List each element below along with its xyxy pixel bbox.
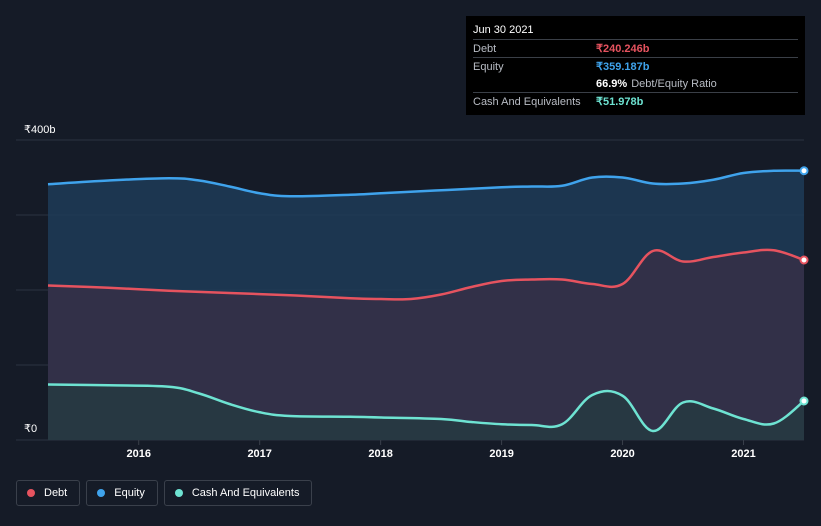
tooltip-debt-value: ₹240.246b: [596, 43, 650, 55]
series-endpoints: [799, 166, 809, 406]
tooltip-debt-row: Debt ₹240.246b: [473, 39, 798, 57]
tooltip-ratio-row: 66.9% Debt/Equity Ratio: [473, 75, 798, 92]
equity-line: [47, 169, 805, 198]
cash-and-equivalents-endpoint: [799, 396, 809, 406]
tooltip-cash-row: Cash And Equivalents ₹51.978b: [473, 92, 798, 110]
tooltip-cash-label: Cash And Equivalents: [473, 95, 581, 108]
x-tick-label: 2018: [368, 448, 392, 460]
cash-and-equivalents-area: [48, 384, 804, 440]
cash-and-equivalents-line: [47, 383, 805, 433]
tooltip-ratio-label: Debt/Equity Ratio: [631, 77, 717, 90]
x-tick-label: 2019: [489, 448, 513, 460]
data-tooltip: Jun 30 2021 Debt ₹240.246b Equity ₹359.1…: [466, 16, 805, 115]
tooltip-date: Jun 30 2021: [473, 24, 534, 36]
equity-dot-icon: [97, 489, 106, 497]
x-tick-label: 2016: [126, 448, 150, 460]
y-axis-top-label: ₹400b: [24, 124, 55, 136]
series-areas: [48, 170, 804, 440]
tooltip-equity-row: Equity ₹359.187b: [473, 57, 798, 75]
legend-equity-label: Equity: [114, 487, 145, 499]
x-tick-label: 2021: [731, 448, 755, 460]
legend-item-cash[interactable]: Cash And Equivalents: [163, 480, 313, 506]
equity-endpoint: [799, 166, 809, 176]
x-axis-ticks: 2016 2017 2018 2019 2020 2021: [126, 440, 756, 460]
y-axis-bottom-label: ₹0: [24, 423, 37, 435]
tooltip-ratio-value: 66.9%: [596, 77, 628, 90]
tooltip-equity-label: Equity: [473, 60, 504, 73]
cash-dot-icon: [174, 489, 183, 497]
tooltip-debt-label: Debt: [473, 42, 497, 55]
tooltip-cash-value: ₹51.978b: [596, 96, 644, 108]
debt-line: [47, 248, 805, 301]
chart-legend: Debt Equity Cash And Equivalents: [16, 480, 313, 506]
debt-dot-icon: [27, 489, 35, 497]
x-tick-label: 2017: [247, 448, 271, 460]
debt-endpoint: [799, 255, 809, 265]
legend-item-equity[interactable]: Equity: [86, 480, 158, 506]
series-lines: [47, 169, 805, 433]
legend-item-debt[interactable]: Debt: [16, 480, 81, 506]
legend-cash-label: Cash And Equivalents: [191, 487, 300, 499]
x-tick-label: 2020: [610, 448, 634, 460]
legend-debt-label: Debt: [44, 487, 68, 499]
tooltip-equity-value: ₹359.187b: [596, 61, 650, 73]
